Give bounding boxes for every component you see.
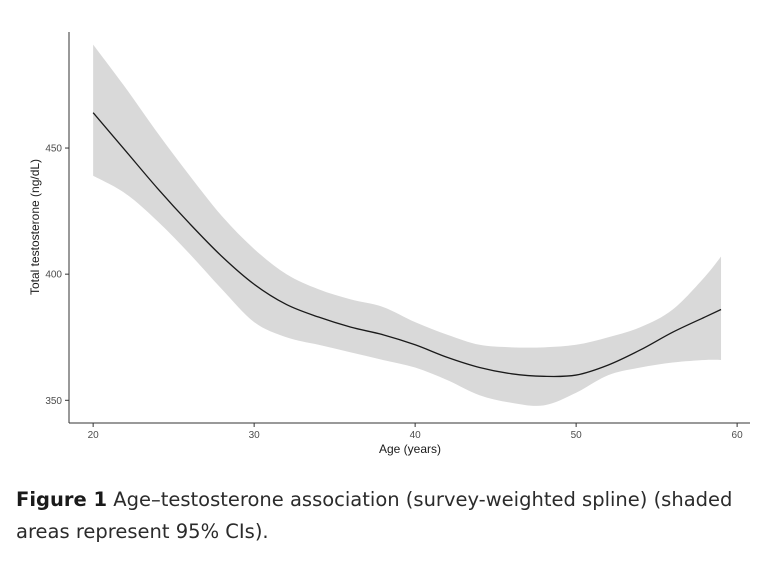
y-tick-label: 350	[45, 396, 62, 407]
x-tick-label: 40	[410, 430, 422, 441]
confidence-band-layer	[93, 44, 722, 406]
x-tick-label: 60	[732, 430, 744, 441]
figure-label: Figure 1	[16, 488, 108, 511]
x-tick-label: 30	[249, 430, 261, 441]
x-tick-label: 20	[88, 430, 100, 441]
chart: 20 30 40 50 60 350 400 450 Age (years) Total te…	[28, 32, 750, 456]
y-tick-label: 400	[45, 270, 62, 281]
figure-caption: Figure 1 Age–testosterone association (s…	[16, 484, 756, 548]
axis-ticks: 20 30 40 50 60 350 400 450	[45, 144, 743, 441]
spline-line	[92, 112, 722, 378]
y-tick-label: 450	[45, 144, 62, 155]
x-tick-label: 50	[571, 430, 583, 441]
figure-caption-text: Age–testosterone association (survey-wei…	[16, 488, 733, 543]
x-axis-title: Age (years)	[379, 442, 441, 456]
confidence-band	[93, 44, 722, 406]
y-axis-title: Total testosterone (ng/dL)	[28, 159, 42, 295]
spline-line-layer	[92, 112, 722, 378]
